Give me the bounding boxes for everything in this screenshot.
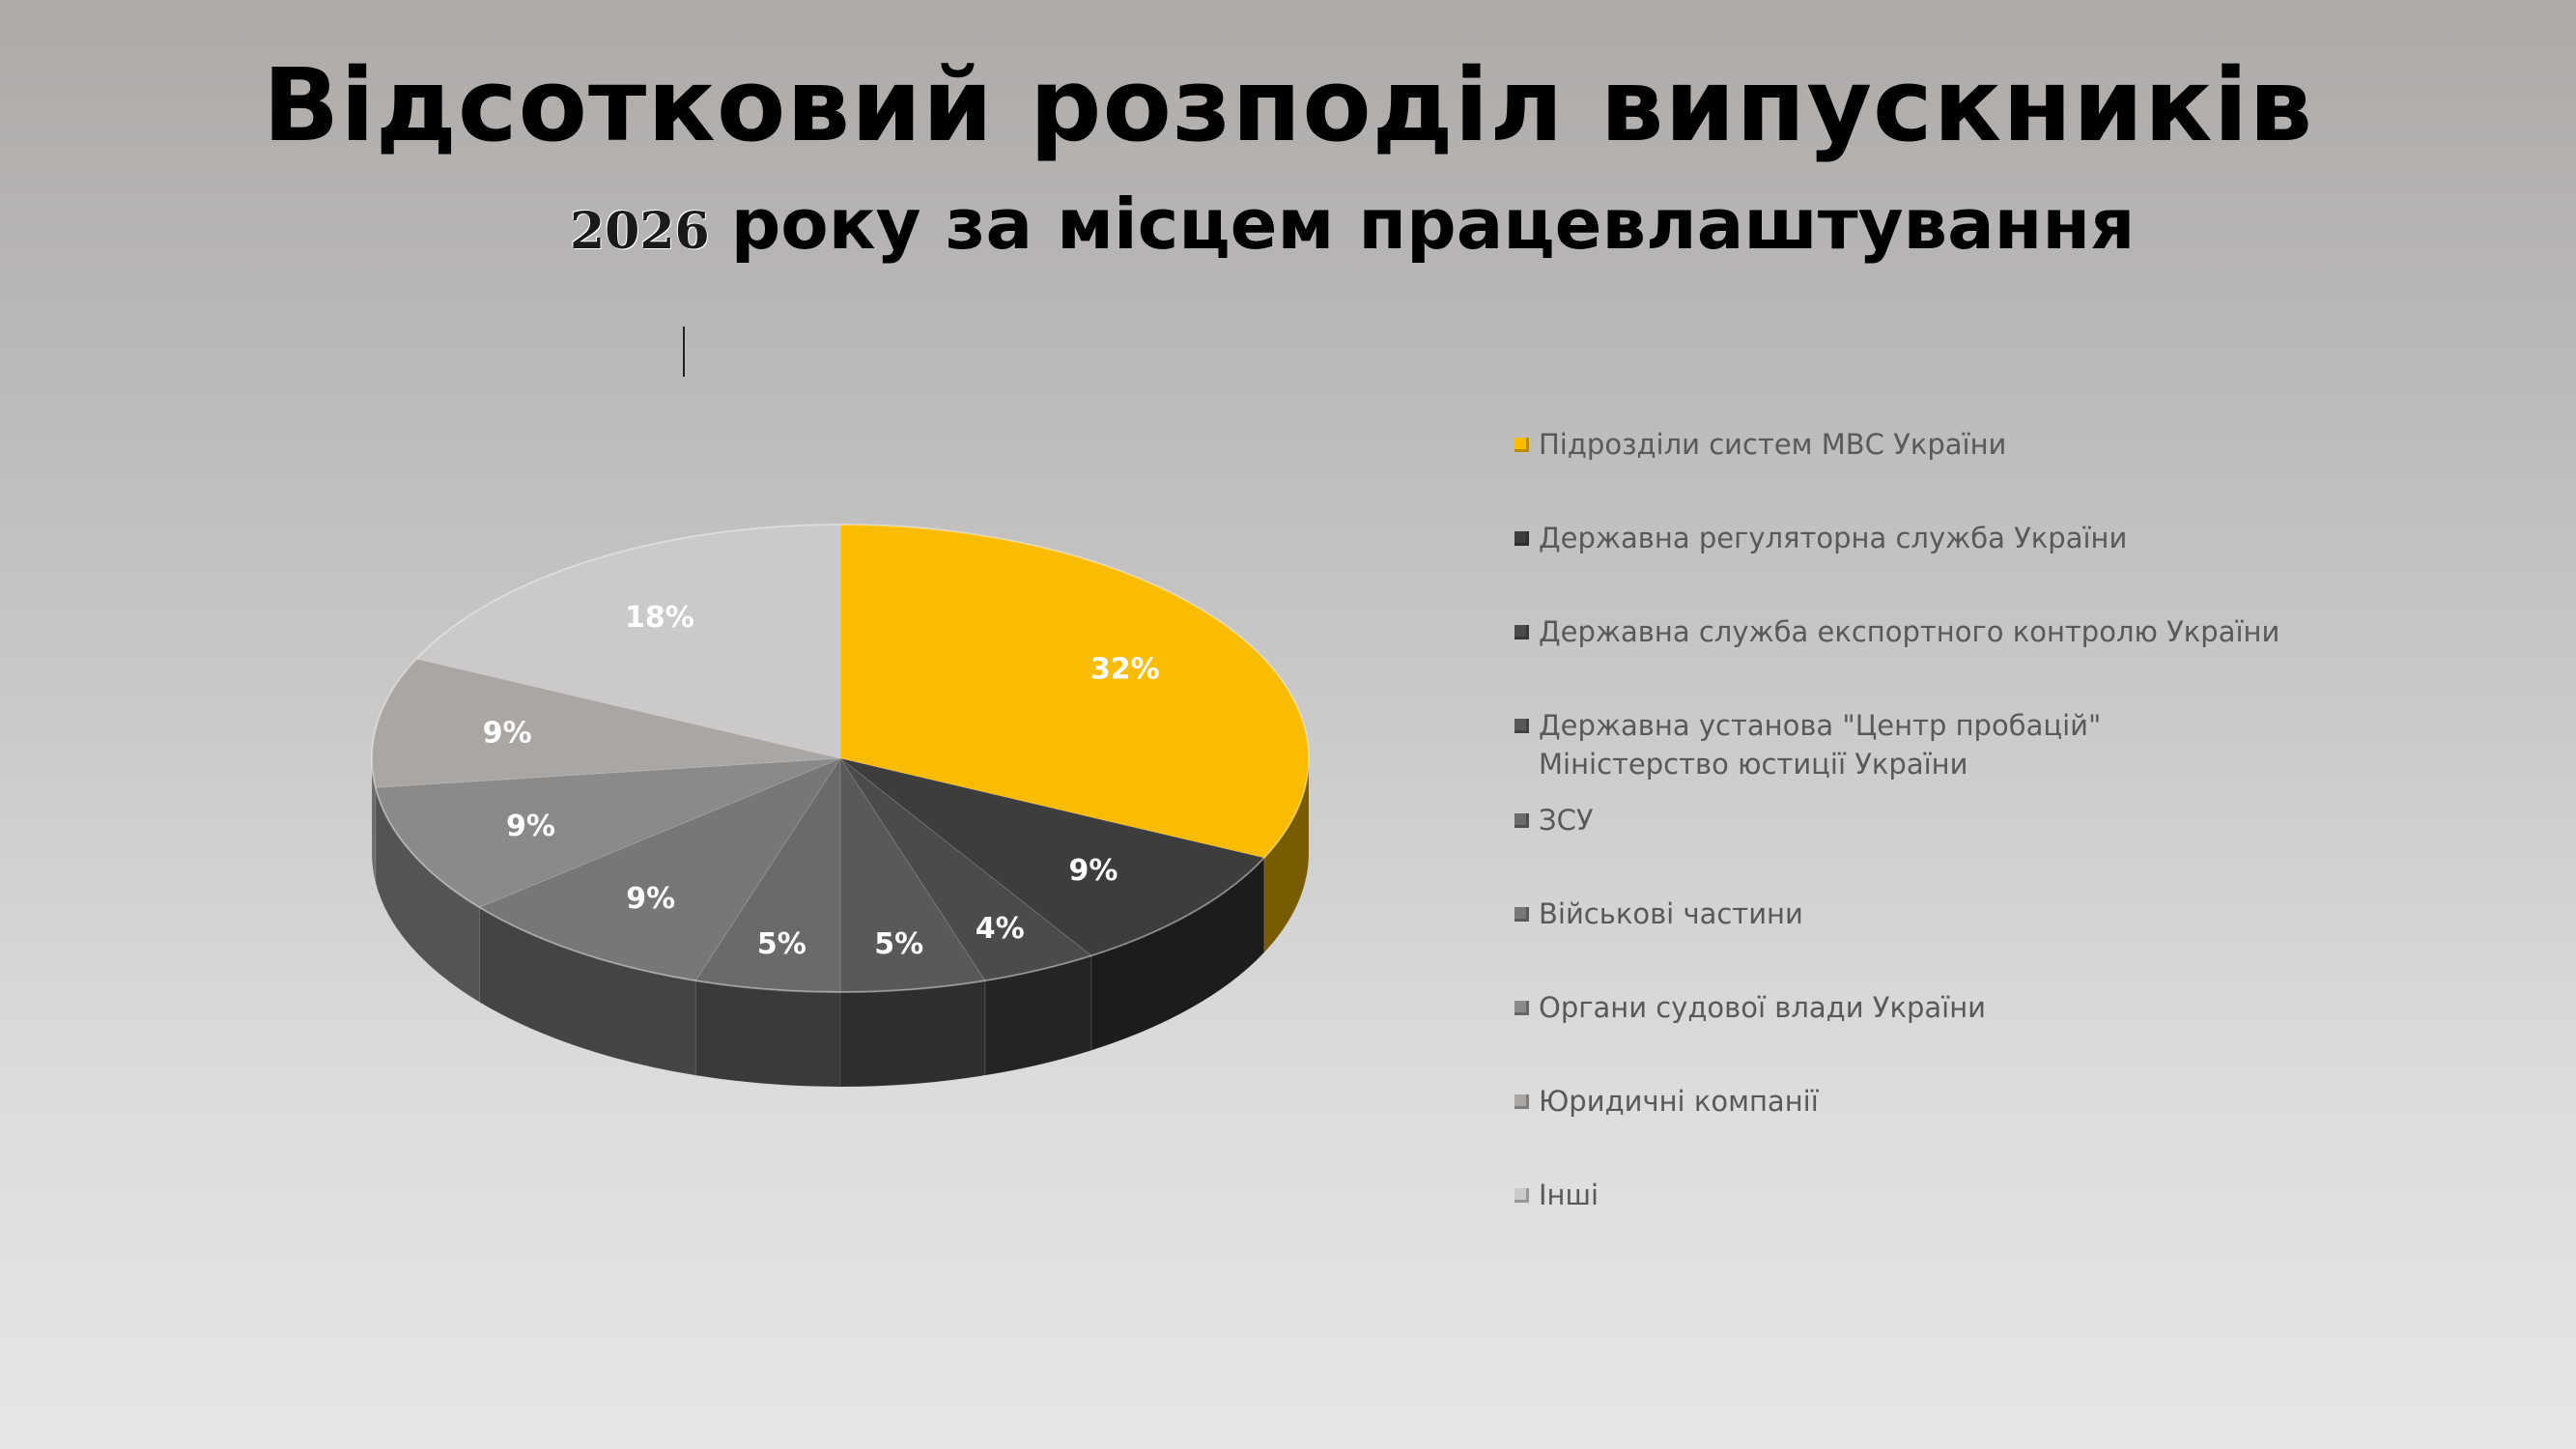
page-subtitle: 2026 року за місцем працевлаштування xyxy=(570,184,2135,265)
pie-data-label-1: 32% xyxy=(1090,653,1160,687)
legend-swatch xyxy=(1514,1188,1529,1203)
legend-label: Підрозділи систем МВС України xyxy=(1539,428,2007,461)
pie-slice-5 xyxy=(694,756,841,993)
legend-label: Державна регуляторна служба України xyxy=(1539,522,2128,554)
pie-data-label-3: 4% xyxy=(976,912,1025,946)
legend-label: Державна установа "Центр пробацій" Мініс… xyxy=(1539,709,2102,781)
legend-item: Військові частини xyxy=(1514,895,2292,933)
pie-rim xyxy=(371,524,1310,993)
pie-slice-2 xyxy=(839,757,1265,956)
legend-swatch xyxy=(1514,438,1529,452)
pie-labels: 32% 9% 4% 5% 5% 9% 9% 9% 18% xyxy=(483,601,1160,961)
legend-label: Органи судової влади України xyxy=(1539,991,1987,1024)
subtitle-year: 2026 xyxy=(570,202,710,261)
legend-swatch xyxy=(1514,1001,1529,1015)
legend-swatch xyxy=(1514,1094,1529,1109)
legend-swatch xyxy=(1514,813,1529,828)
legend-label: Військові частини xyxy=(1539,897,1803,930)
pie-data-label-6: 9% xyxy=(626,882,675,916)
legend-item: Державна регуляторна служба України xyxy=(1514,519,2292,557)
legend-swatch xyxy=(1514,625,1529,639)
pie-data-label-8: 9% xyxy=(483,717,532,751)
legend-label: ЗСУ xyxy=(1539,804,1594,837)
pie-data-label-7: 9% xyxy=(506,810,555,843)
legend-item: ЗСУ xyxy=(1514,801,2292,839)
pie-side-5 xyxy=(694,980,841,1088)
pie-slice-1 xyxy=(839,524,1310,859)
subtitle-text: року за місцем працевлаштування xyxy=(730,184,2136,265)
pie-data-label-5: 5% xyxy=(757,927,807,961)
legend-item: Державна установа "Центр пробацій" Мініс… xyxy=(1514,706,2292,783)
page-title: Відсотковий розподіл випускників xyxy=(262,46,2314,164)
legend-label: Інші xyxy=(1539,1179,1599,1211)
pie-slice-4 xyxy=(839,756,986,993)
pie-side-6 xyxy=(478,906,696,1076)
pie-data-label-9: 18% xyxy=(625,601,694,635)
pie-side-4 xyxy=(839,980,986,1088)
legend-item: Органи судової влади України xyxy=(1514,988,2292,1027)
legend-swatch xyxy=(1514,531,1529,546)
legend-item: Державна служба експортного контролю Укр… xyxy=(1514,612,2292,651)
legend-item: Інші xyxy=(1514,1176,2292,1214)
pie-slice-9 xyxy=(415,524,841,759)
pie-data-label-4: 5% xyxy=(874,927,923,961)
legend-item: Підрозділи систем МВС України xyxy=(1514,425,2292,464)
pie-slice-6 xyxy=(478,756,842,981)
text-cursor xyxy=(683,327,685,377)
pie-top xyxy=(371,524,1310,993)
pie-sides xyxy=(371,757,1310,1088)
pie-slice-8 xyxy=(371,658,841,788)
legend-swatch xyxy=(1514,907,1529,922)
pie-data-label-2: 9% xyxy=(1068,854,1118,888)
pie-side-7 xyxy=(375,787,480,1004)
legend-label: Державна служба експортного контролю Укр… xyxy=(1539,615,2280,648)
pie-slice-3 xyxy=(839,757,1092,981)
pie-slice-7 xyxy=(375,757,841,908)
legend-item: Юридичні компанії xyxy=(1514,1082,2292,1121)
legend-swatch xyxy=(1514,719,1529,733)
legend-label: Юридичні компанії xyxy=(1539,1085,1819,1118)
